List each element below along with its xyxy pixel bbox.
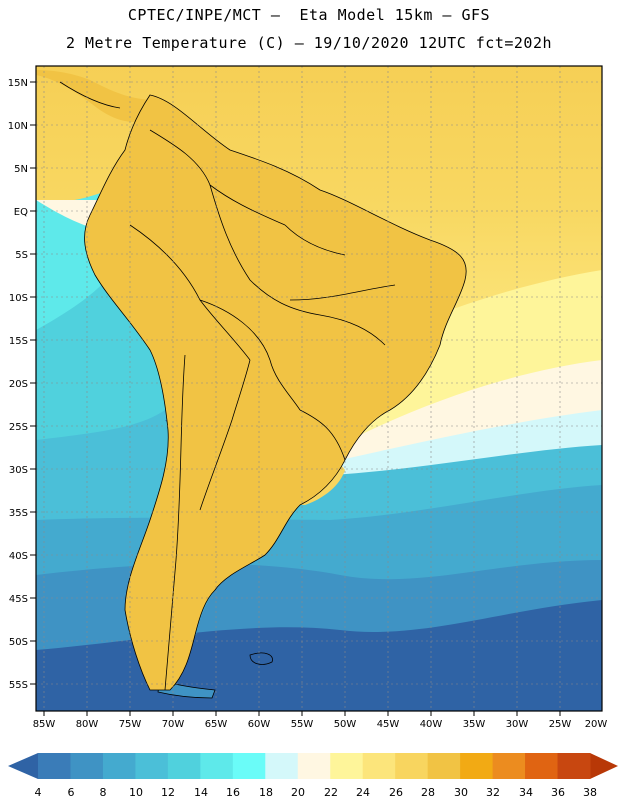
colorbar-label: 24 [356,786,370,799]
colorbar-cell [135,753,169,779]
colorbar-label: 26 [389,786,403,799]
colorbar-cell [70,753,104,779]
colorbar-label: 20 [291,786,305,799]
lat-label: 5S [15,250,28,261]
lon-label: 60W [248,719,271,730]
lon-label: 35W [463,719,486,730]
lon-label: 85W [33,719,56,730]
lon-label: 55W [291,719,314,730]
colorbar-label: 6 [68,786,75,799]
colorbar-cell [167,753,201,779]
lat-label: 45S [9,594,28,605]
lat-label: 40S [9,551,28,562]
ocean-pacific-eq-22c [36,200,100,230]
lat-label: 15S [9,336,28,347]
colorbar-cell [265,753,299,779]
colorbar-label: 36 [551,786,565,799]
colorbar-cell [102,753,136,779]
colorbar-label: 30 [454,786,468,799]
colorbar-cell [297,753,331,779]
map-frame [35,65,603,712]
colorbar-label: 32 [486,786,500,799]
colorbar-cell [330,753,364,779]
colorbar-cell [38,753,71,779]
lat-label: 25S [9,422,28,433]
map-area [36,66,602,711]
colorbar-label: 28 [421,786,435,799]
lon-label: 75W [119,719,142,730]
colorbar-label: 18 [259,786,273,799]
lon-label: 65W [205,719,228,730]
colorbar-cell [362,753,396,779]
lon-label: 40W [420,719,443,730]
lon-label: 20W [585,719,608,730]
latitude-labels: 15N 10N 5N EQ 5S 10S 15S 20S 25S 30S 35S… [8,78,28,691]
colorbar-cell [492,753,526,779]
colorbar-cells [38,753,591,779]
colorbar: 4 6 8 10 12 14 16 18 20 22 24 26 28 30 3… [8,753,618,799]
colorbar-cell [200,753,234,779]
colorbar-label: 34 [519,786,533,799]
lat-label: 55S [9,680,28,691]
lon-label: 25W [549,719,572,730]
falkland-islands [249,652,273,665]
lat-label: 10S [9,293,28,304]
colorbar-label: 10 [129,786,143,799]
colorbar-label: 22 [324,786,338,799]
colorbar-labels: 4 6 8 10 12 14 16 18 20 22 24 26 28 30 3… [35,786,598,799]
lon-label: 30W [506,719,529,730]
lon-label: 80W [76,719,99,730]
colorbar-low-arrow [8,753,38,779]
lat-label: EQ [14,207,28,218]
lat-label: 10N [8,121,28,132]
colorbar-label: 16 [226,786,240,799]
colorbar-cell [395,753,429,779]
axis-ticks [30,81,561,716]
lon-label: 70W [162,719,185,730]
colorbar-cell [460,753,494,779]
longitude-labels: 85W 80W 75W 70W 65W 60W 55W 50W 45W 40W … [33,719,608,730]
country-borders [59,81,467,691]
lon-label: 45W [377,719,400,730]
lat-label: 50S [9,637,28,648]
lat-label: 30S [9,465,28,476]
colorbar-cell [525,753,559,779]
colorbar-label: 14 [194,786,208,799]
colorbar-label: 4 [35,786,42,799]
colorbar-cell [232,753,266,779]
title-line-1: CPTEC/INPE/MCT – Eta Model 15km – GFS [127,6,491,24]
graticule [36,66,602,711]
colorbar-label: 8 [100,786,107,799]
colorbar-label: 38 [583,786,597,799]
colorbar-cell [427,753,461,779]
title-line-2: 2 Metre Temperature (C) – 19/10/2020 12U… [65,34,553,52]
lat-label: 35S [9,508,28,519]
lon-label: 50W [334,719,357,730]
lat-label: 20S [9,379,28,390]
central-america [36,70,150,122]
colorbar-cell [557,753,591,779]
lat-label: 15N [8,78,28,89]
colorbar-high-arrow [590,753,618,779]
lat-label: 5N [14,164,28,175]
colorbar-label: 12 [161,786,175,799]
